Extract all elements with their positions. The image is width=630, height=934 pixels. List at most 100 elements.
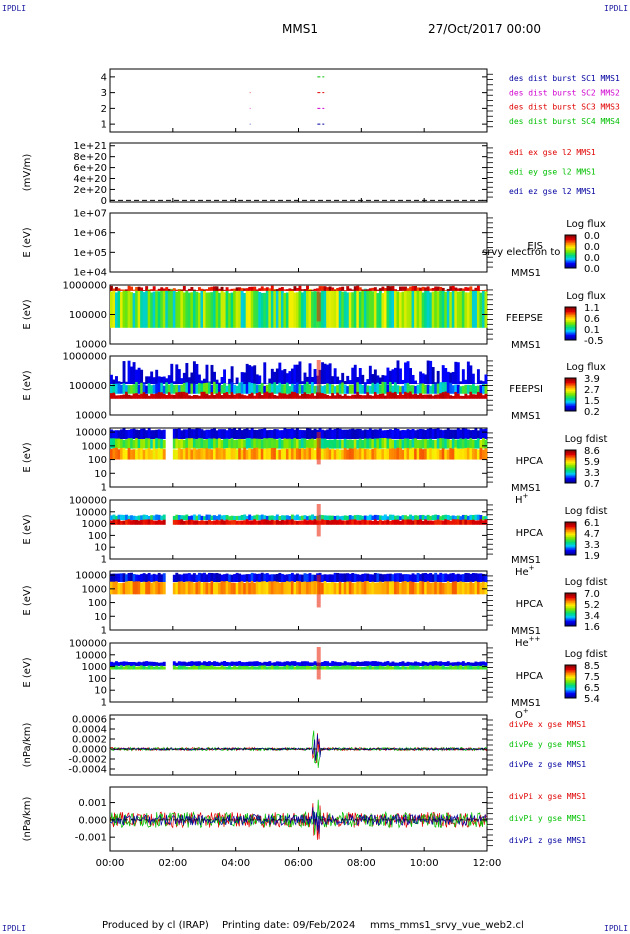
spectrogram-cell	[426, 581, 430, 595]
spectrogram-cell	[341, 395, 345, 399]
spectrogram-cell	[469, 365, 473, 385]
spectrogram-cell	[268, 581, 272, 595]
spectrogram-cell	[213, 520, 216, 525]
spectrogram-cell	[356, 285, 360, 291]
spectrogram-cell	[399, 368, 402, 385]
y-tick-label: 10000	[75, 507, 107, 518]
spectrogram-cell	[117, 449, 121, 460]
colorbar-segment	[565, 525, 576, 528]
spectrogram-cell	[265, 430, 269, 439]
spectrogram-cell	[363, 289, 367, 291]
spectrogram-cell	[110, 429, 113, 439]
spectrogram-cell	[436, 665, 440, 670]
spectrogram-cell	[182, 515, 186, 521]
spectrogram-cell	[117, 582, 121, 595]
spectrogram-cell	[409, 368, 412, 385]
spectrogram-cell	[273, 289, 277, 328]
spectrogram-cell	[208, 514, 211, 521]
spectrogram-cell	[351, 515, 355, 521]
spectrogram-cell	[288, 581, 292, 595]
spectrogram-cell	[409, 429, 412, 439]
colorbar-segment	[565, 528, 576, 531]
colorbar-segment	[565, 614, 576, 617]
spectrogram-cell	[273, 395, 277, 399]
spectrogram-cell	[150, 449, 154, 460]
spectrogram-cell	[137, 581, 141, 595]
spectrogram-cell	[125, 290, 128, 328]
spectrogram-cell	[341, 372, 345, 385]
spectrogram-cell	[373, 287, 377, 291]
legend-entry: des dist burst SC1 MMS1	[509, 74, 620, 83]
spectrogram-cell	[313, 661, 317, 667]
spectrogram-cell	[210, 384, 214, 394]
spectrogram-cell	[301, 520, 304, 525]
spectrogram-cell	[280, 291, 284, 328]
spectrogram-cell	[248, 291, 252, 328]
spectrogram-cell	[484, 665, 488, 670]
spectrogram-cell	[140, 369, 144, 385]
spectrogram-cell	[185, 514, 189, 521]
spectrogram-cell	[120, 514, 123, 521]
y-tick-label: 100	[88, 674, 107, 685]
spectrogram-cell	[160, 520, 164, 525]
spectrogram-cell	[187, 383, 191, 394]
y-tick-label: 1e+05	[73, 248, 107, 259]
spectrogram-cell	[285, 382, 289, 394]
spectrogram-cell	[263, 515, 267, 521]
spectrogram-cell	[235, 515, 239, 521]
spectrogram-cell	[376, 394, 380, 399]
spectrogram-cell	[469, 385, 473, 394]
spectrogram-cell	[170, 394, 174, 399]
spectrogram-cell	[197, 438, 201, 449]
spectrogram-cell	[446, 666, 450, 670]
spectrogram-cell	[187, 288, 191, 291]
spectrogram-cell	[451, 290, 455, 328]
spectrogram-cell	[434, 428, 438, 439]
spectrogram-cell	[202, 378, 206, 385]
spectrogram-cell	[378, 384, 382, 394]
spectrogram-cell	[464, 447, 468, 460]
spectrogram-cell	[265, 515, 269, 521]
spectrogram-cell	[366, 379, 370, 385]
spectrogram-cell	[225, 519, 229, 525]
spectrogram-cell	[240, 289, 244, 328]
spectrogram-cell	[202, 383, 206, 394]
spectrogram-cell	[474, 289, 478, 328]
panel-feepse: E (eV)	[22, 284, 577, 345]
spectrogram-cell	[157, 429, 161, 439]
colorbar-segment	[565, 256, 576, 259]
spectrogram-cell	[215, 515, 219, 521]
spectrogram-cell	[167, 384, 171, 394]
y-tick-label: 0.0002	[72, 735, 107, 746]
spectrogram-cell	[391, 289, 395, 328]
spectrogram-cell	[459, 438, 463, 449]
spectrogram-cell	[228, 428, 232, 439]
spectrogram-cell	[290, 665, 294, 670]
spectrogram-cell	[366, 661, 370, 667]
y-tick-label: 10000	[75, 411, 107, 422]
colorbar-segment	[565, 611, 576, 614]
spectrogram-cell	[391, 581, 395, 595]
spectrogram-cell	[426, 428, 430, 439]
spectrogram-cell	[190, 287, 194, 291]
spectrogram-cell	[285, 429, 289, 439]
spectrogram-cell	[394, 382, 397, 394]
spectrogram-cell	[396, 665, 400, 670]
spectrogram-cell	[343, 665, 347, 670]
spectrogram-cell	[298, 581, 302, 595]
spectrogram-cell	[200, 662, 204, 667]
spectrogram-cell	[421, 383, 425, 394]
spectrogram-cell	[132, 661, 136, 667]
spectrogram-cell	[474, 383, 478, 385]
spectrogram-cell	[469, 514, 473, 521]
spectrogram-cell	[265, 582, 269, 595]
spectrogram-cell	[441, 515, 445, 521]
spectrogram-cell	[431, 288, 435, 291]
spectrogram-cell	[155, 448, 159, 460]
spectrogram-cell	[253, 661, 257, 667]
spectrogram-cell	[137, 661, 141, 667]
spectrogram-cell	[290, 661, 294, 667]
spectrogram-cell	[177, 574, 181, 582]
colorbar-segment	[565, 318, 576, 321]
spectrogram-cell	[185, 666, 189, 670]
